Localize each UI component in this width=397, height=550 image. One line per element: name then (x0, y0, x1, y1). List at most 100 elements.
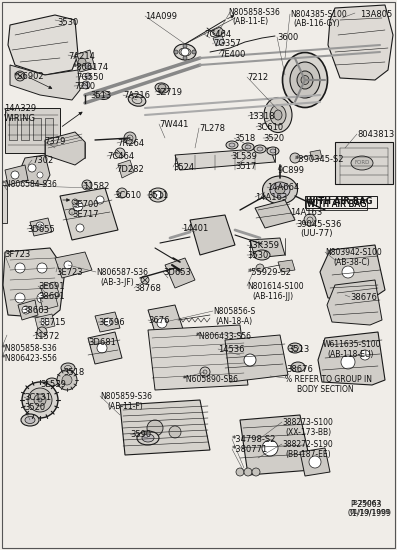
Text: 3590: 3590 (130, 430, 151, 439)
Circle shape (37, 172, 43, 178)
Text: 3517: 3517 (235, 162, 256, 171)
Polygon shape (5, 165, 28, 185)
Text: 38691: 38691 (38, 292, 65, 301)
Text: *S6902: *S6902 (14, 72, 44, 81)
Text: *N605890-S36: *N605890-S36 (183, 375, 239, 384)
Text: N805858-S36: N805858-S36 (228, 8, 280, 17)
Text: 14A329: 14A329 (4, 104, 36, 113)
Circle shape (41, 318, 49, 326)
Text: 7G550: 7G550 (76, 73, 104, 82)
Circle shape (78, 58, 86, 66)
Circle shape (341, 355, 355, 369)
Text: 3511: 3511 (147, 191, 168, 200)
Bar (335, 142, 393, 184)
Polygon shape (8, 15, 78, 75)
Circle shape (72, 199, 78, 205)
Text: 3E723: 3E723 (56, 268, 83, 277)
Bar (33, 118, 41, 140)
Ellipse shape (137, 431, 159, 445)
Text: 388273-S100: 388273-S100 (282, 418, 333, 427)
Polygon shape (120, 400, 210, 455)
Ellipse shape (351, 156, 373, 170)
Text: 14536: 14536 (218, 345, 245, 354)
Circle shape (11, 171, 19, 179)
Ellipse shape (291, 362, 305, 372)
Text: WIRING: WIRING (4, 114, 36, 123)
Text: 7212: 7212 (247, 73, 268, 82)
Text: 11582: 11582 (83, 182, 110, 191)
Circle shape (62, 375, 72, 385)
Text: 7A216: 7A216 (123, 91, 150, 100)
Text: 3676: 3676 (148, 316, 170, 325)
Text: 7C464: 7C464 (204, 30, 231, 39)
Bar (5, 108, 60, 153)
Circle shape (76, 224, 84, 232)
Ellipse shape (290, 62, 320, 98)
Ellipse shape (46, 378, 58, 386)
Circle shape (15, 293, 25, 303)
Circle shape (22, 382, 58, 418)
Text: (AB-118-EU): (AB-118-EU) (327, 350, 373, 359)
Text: 14401: 14401 (182, 224, 208, 233)
Circle shape (290, 153, 300, 163)
Circle shape (37, 293, 47, 303)
Ellipse shape (179, 48, 191, 56)
Text: 14A163: 14A163 (290, 208, 322, 217)
Text: (BB-187-EE): (BB-187-EE) (285, 450, 331, 459)
Polygon shape (10, 65, 80, 100)
Circle shape (200, 367, 210, 377)
Text: 7R264: 7R264 (117, 139, 144, 148)
Text: N801614-S100: N801614-S100 (247, 282, 304, 291)
Ellipse shape (267, 147, 279, 155)
Text: N805859-S36: N805859-S36 (100, 392, 152, 401)
Text: 3D681: 3D681 (88, 338, 116, 347)
Polygon shape (88, 332, 122, 364)
Text: 3520: 3520 (24, 403, 45, 412)
Ellipse shape (262, 176, 297, 204)
Circle shape (15, 71, 25, 81)
Text: FORD: FORD (354, 161, 370, 166)
Circle shape (22, 306, 30, 314)
Text: *380771: *380771 (232, 445, 268, 454)
Text: 3Z719: 3Z719 (155, 88, 182, 97)
Ellipse shape (270, 149, 276, 153)
Circle shape (304, 214, 316, 226)
Circle shape (15, 263, 25, 273)
Text: 3524: 3524 (173, 163, 194, 172)
Ellipse shape (257, 147, 263, 151)
Text: 3518: 3518 (234, 134, 255, 143)
Text: 3D655: 3D655 (27, 225, 55, 234)
Circle shape (85, 73, 91, 79)
Circle shape (157, 318, 167, 328)
Text: N803942-S100: N803942-S100 (325, 248, 382, 257)
Text: 3C131: 3C131 (24, 393, 51, 402)
Polygon shape (148, 325, 248, 390)
Circle shape (97, 343, 107, 353)
Bar (21, 118, 29, 140)
Circle shape (115, 148, 125, 158)
Text: BODY SECTION: BODY SECTION (297, 385, 354, 394)
Text: WITH AIR BAG: WITH AIR BAG (307, 200, 366, 209)
Circle shape (64, 261, 72, 269)
Text: (AB-3-JF): (AB-3-JF) (100, 278, 134, 287)
Circle shape (262, 440, 278, 456)
Text: 14A099: 14A099 (145, 12, 177, 21)
Circle shape (69, 209, 75, 215)
Text: 38663: 38663 (22, 306, 49, 315)
Polygon shape (55, 252, 92, 278)
Circle shape (244, 354, 256, 366)
Ellipse shape (229, 143, 235, 147)
Ellipse shape (226, 141, 238, 149)
Text: 39045-S36: 39045-S36 (296, 220, 341, 229)
Text: (XX-173-BB): (XX-173-BB) (285, 428, 331, 437)
Ellipse shape (264, 97, 292, 133)
Text: 7379: 7379 (44, 137, 66, 146)
Polygon shape (175, 148, 275, 170)
Ellipse shape (242, 143, 254, 151)
Circle shape (38, 398, 42, 402)
Text: 3F723: 3F723 (4, 250, 30, 259)
Text: 3600: 3600 (277, 33, 298, 42)
Text: 3518: 3518 (63, 368, 84, 377)
Text: (UU-77): (UU-77) (300, 229, 333, 238)
Text: N806587-S36: N806587-S36 (96, 268, 148, 277)
